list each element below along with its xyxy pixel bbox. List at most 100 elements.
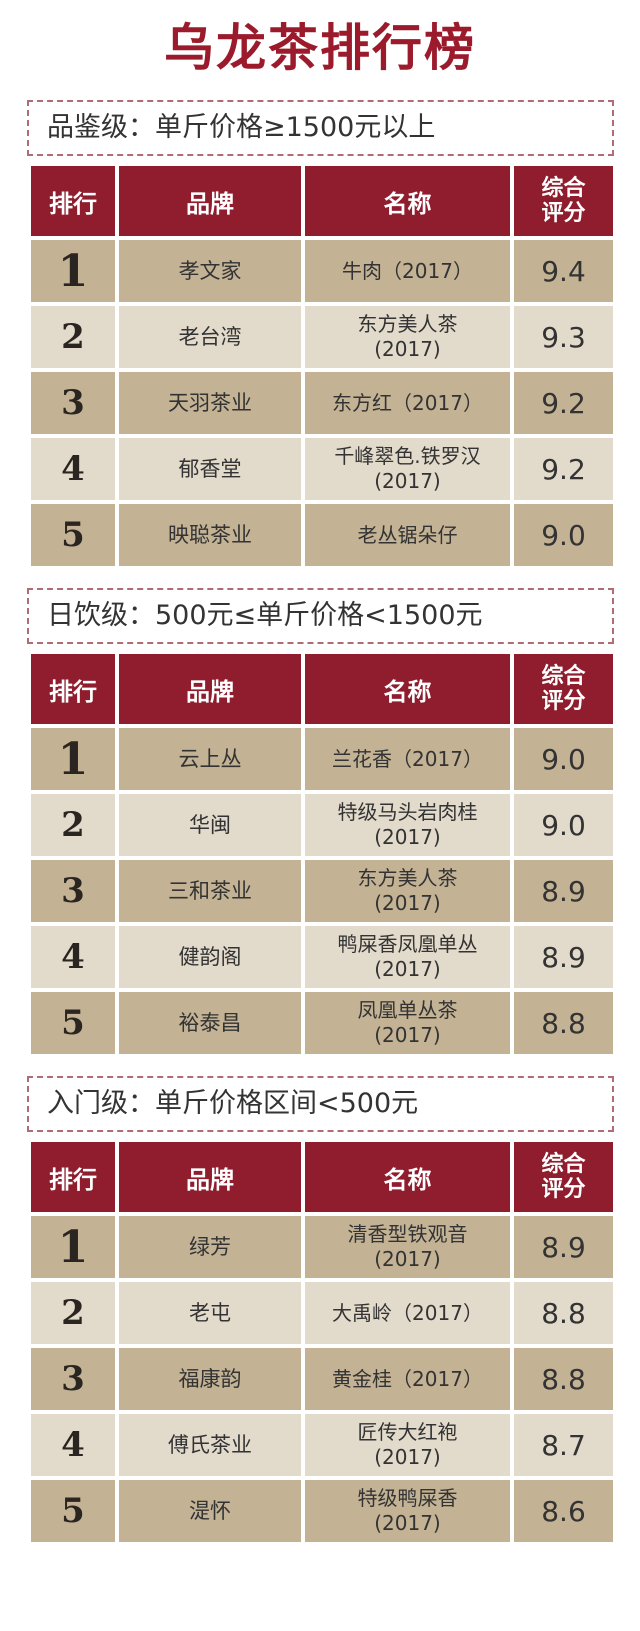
header-score-line-2: 评分 <box>541 689 586 714</box>
score-cell: 8.8 <box>514 992 613 1054</box>
table-row: 1 云上丛 兰花香（2017） 9.0 <box>31 728 613 790</box>
brand-cell: 健韵阁 <box>119 926 301 988</box>
rank-cell: 1 <box>31 240 115 302</box>
brand-cell: 映聪茶业 <box>119 504 301 566</box>
brand-cell: 老台湾 <box>119 306 301 368</box>
product-name-cell: 牛肉（2017） <box>305 240 510 302</box>
header-rank: 排行 <box>31 1142 115 1212</box>
header-name: 名称 <box>305 654 510 724</box>
product-name-line-1: 特级马头岩肉桂 <box>337 800 478 824</box>
header-brand: 品牌 <box>119 654 301 724</box>
rank-cell: 1 <box>31 1216 115 1278</box>
table-row: 4 郁香堂 千峰翠色.铁罗汉 (2017) 9.2 <box>31 438 613 500</box>
product-name-line-1: 东方美人茶 <box>357 312 458 336</box>
rank-cell: 2 <box>31 794 115 856</box>
brand-cell: 裕泰昌 <box>119 992 301 1054</box>
product-name-line-1: 清香型铁观音 <box>347 1222 468 1246</box>
table-row: 1 绿芳 清香型铁观音 (2017) 8.9 <box>31 1216 613 1278</box>
table-header-row: 排行 品牌 名称 综合 评分 <box>31 1142 613 1212</box>
product-name-cell: 特级马头岩肉桂 (2017) <box>305 794 510 856</box>
rank-cell: 2 <box>31 1282 115 1344</box>
product-name-line-1: 黄金桂（2017） <box>332 1366 483 1391</box>
brand-cell: 天羽茶业 <box>119 372 301 434</box>
table-row: 3 天羽茶业 东方红（2017） 9.2 <box>31 372 613 434</box>
table-row: 5 湜怀 特级鸭屎香 (2017) 8.6 <box>31 1480 613 1542</box>
table-row: 2 华闽 特级马头岩肉桂 (2017) 9.0 <box>31 794 613 856</box>
product-name-line-2: (2017) <box>374 1247 441 1271</box>
brand-cell: 郁香堂 <box>119 438 301 500</box>
product-name-cell: 匠传大红袍 (2017) <box>305 1414 510 1476</box>
ranking-table: 排行 品牌 名称 综合 评分 1 云上丛 兰花香（2017） 9.0 2 华闽 特级马头岩肉桂 (201… <box>27 650 617 1058</box>
rank-cell: 5 <box>31 992 115 1054</box>
product-name-line-1: 千峰翠色.铁罗汉 <box>334 444 481 468</box>
product-name-line-2: (2017) <box>374 957 441 981</box>
header-brand: 品牌 <box>119 166 301 236</box>
table-row: 1 孝文家 牛肉（2017） 9.4 <box>31 240 613 302</box>
score-cell: 9.4 <box>514 240 613 302</box>
score-cell: 8.9 <box>514 926 613 988</box>
header-score-line-1: 综合 <box>541 664 586 689</box>
product-name-cell: 东方美人茶 (2017) <box>305 306 510 368</box>
section-label: 品鉴级：单斤价格≥1500元以上 <box>27 100 614 156</box>
rank-cell: 5 <box>31 1480 115 1542</box>
score-cell: 8.6 <box>514 1480 613 1542</box>
header-rank: 排行 <box>31 654 115 724</box>
header-name: 名称 <box>305 1142 510 1212</box>
product-name-line-1: 凤凰单丛茶 <box>357 998 458 1022</box>
product-name-cell: 千峰翠色.铁罗汉 (2017) <box>305 438 510 500</box>
brand-cell: 湜怀 <box>119 1480 301 1542</box>
header-score-line-2: 评分 <box>541 1177 586 1202</box>
brand-cell: 老屯 <box>119 1282 301 1344</box>
product-name-line-2: (2017) <box>374 1445 441 1469</box>
product-name-cell: 鸭屎香凤凰单丛 (2017) <box>305 926 510 988</box>
rank-cell: 4 <box>31 926 115 988</box>
rank-cell: 3 <box>31 860 115 922</box>
rank-cell: 4 <box>31 438 115 500</box>
header-score: 综合 评分 <box>514 1142 613 1212</box>
product-name-line-1: 东方红（2017） <box>332 390 483 415</box>
product-name-line-2: (2017) <box>374 891 441 915</box>
product-name-line-1: 匠传大红袍 <box>357 1420 458 1444</box>
product-name-line-2: (2017) <box>374 469 441 493</box>
score-cell: 8.7 <box>514 1414 613 1476</box>
header-score: 综合 评分 <box>514 654 613 724</box>
rank-cell: 3 <box>31 1348 115 1410</box>
product-name-cell: 东方红（2017） <box>305 372 510 434</box>
product-name-line-1: 牛肉（2017） <box>342 258 473 283</box>
header-rank: 排行 <box>31 166 115 236</box>
product-name-line-1: 鸭屎香凤凰单丛 <box>337 932 478 956</box>
product-name-line-1: 兰花香（2017） <box>332 746 483 771</box>
product-name-line-1: 大禹岭（2017） <box>332 1300 483 1325</box>
header-name: 名称 <box>305 166 510 236</box>
product-name-cell: 黄金桂（2017） <box>305 1348 510 1410</box>
product-name-cell: 特级鸭屎香 (2017) <box>305 1480 510 1542</box>
table-row: 4 健韵阁 鸭屎香凤凰单丛 (2017) 8.9 <box>31 926 613 988</box>
score-cell: 9.3 <box>514 306 613 368</box>
product-name-cell: 大禹岭（2017） <box>305 1282 510 1344</box>
table-row: 5 映聪茶业 老丛锯朵仔 9.0 <box>31 504 613 566</box>
product-name-line-1: 特级鸭屎香 <box>357 1486 458 1510</box>
product-name-cell: 老丛锯朵仔 <box>305 504 510 566</box>
rank-cell: 5 <box>31 504 115 566</box>
product-name-line-1: 东方美人茶 <box>357 866 458 890</box>
score-cell: 9.2 <box>514 438 613 500</box>
table-row: 5 裕泰昌 凤凰单丛茶 (2017) 8.8 <box>31 992 613 1054</box>
score-cell: 8.8 <box>514 1348 613 1410</box>
product-name-cell: 东方美人茶 (2017) <box>305 860 510 922</box>
page-title: 乌龙茶排行榜 <box>164 19 476 77</box>
brand-cell: 华闽 <box>119 794 301 856</box>
product-name-line-2: (2017) <box>374 1023 441 1047</box>
ranking-table: 排行 品牌 名称 综合 评分 1 孝文家 牛肉（2017） 9.4 2 老台湾 东方美人茶 (2017)… <box>27 162 617 570</box>
brand-cell: 傅氏茶业 <box>119 1414 301 1476</box>
ranking-table: 排行 品牌 名称 综合 评分 1 绿芳 清香型铁观音 (2017) 8.9 2 老屯 大禹岭（2017）… <box>27 1138 617 1546</box>
section-label: 入门级：单斤价格区间<500元 <box>27 1076 614 1132</box>
header-score-line-1: 综合 <box>541 1152 586 1177</box>
product-name-cell: 清香型铁观音 (2017) <box>305 1216 510 1278</box>
section-label: 日饮级：500元≤单斤价格<1500元 <box>27 588 614 644</box>
table-header-row: 排行 品牌 名称 综合 评分 <box>31 654 613 724</box>
brand-cell: 三和茶业 <box>119 860 301 922</box>
score-cell: 9.0 <box>514 794 613 856</box>
score-cell: 9.0 <box>514 504 613 566</box>
rank-cell: 2 <box>31 306 115 368</box>
table-row: 3 福康韵 黄金桂（2017） 8.8 <box>31 1348 613 1410</box>
